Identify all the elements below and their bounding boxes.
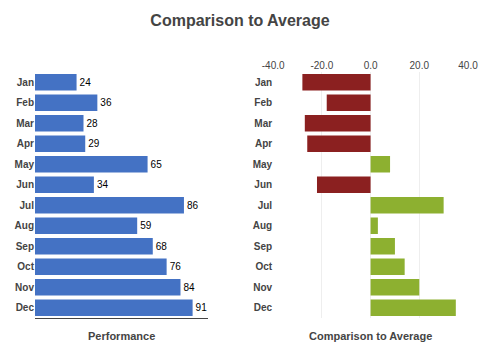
svg-text:Feb: Feb	[16, 97, 34, 108]
svg-text:76: 76	[170, 261, 182, 272]
svg-text:Jun: Jun	[16, 179, 34, 190]
svg-text:28: 28	[87, 118, 99, 129]
svg-text:Dec: Dec	[16, 302, 35, 313]
svg-text:Comparison to Average: Comparison to Average	[309, 330, 432, 342]
svg-text:Nov: Nov	[15, 282, 34, 293]
svg-text:Mar: Mar	[254, 118, 272, 129]
svg-text:Feb: Feb	[254, 97, 272, 108]
svg-text:68: 68	[156, 241, 168, 252]
svg-text:May: May	[15, 159, 35, 170]
svg-text:Jul: Jul	[20, 200, 35, 211]
svg-text:59: 59	[140, 220, 152, 231]
svg-text:Oct: Oct	[255, 261, 272, 272]
svg-text:Performance: Performance	[88, 330, 155, 342]
svg-text:Aug: Aug	[253, 220, 272, 231]
svg-text:91: 91	[196, 302, 208, 313]
svg-text:Oct: Oct	[17, 261, 34, 272]
svg-text:-40.0: -40.0	[262, 60, 285, 71]
svg-text:Apr: Apr	[255, 138, 272, 149]
svg-text:Jan: Jan	[255, 77, 272, 88]
svg-text:-20.0: -20.0	[310, 60, 333, 71]
svg-text:29: 29	[88, 138, 100, 149]
svg-text:34: 34	[97, 179, 109, 190]
svg-text:May: May	[253, 159, 273, 170]
svg-text:Nov: Nov	[253, 282, 272, 293]
svg-text:0.0: 0.0	[364, 60, 378, 71]
svg-text:65: 65	[151, 159, 163, 170]
svg-text:Jan: Jan	[17, 77, 34, 88]
svg-text:40.0: 40.0	[458, 60, 478, 71]
svg-text:84: 84	[183, 282, 195, 293]
svg-text:20.0: 20.0	[410, 60, 430, 71]
svg-text:Dec: Dec	[254, 302, 273, 313]
svg-text:Apr: Apr	[17, 138, 34, 149]
svg-text:24: 24	[80, 77, 92, 88]
svg-text:Sep: Sep	[16, 241, 34, 252]
svg-text:Sep: Sep	[254, 241, 272, 252]
svg-text:86: 86	[187, 200, 199, 211]
svg-text:Jul: Jul	[258, 200, 273, 211]
svg-text:Jun: Jun	[254, 179, 272, 190]
svg-text:36: 36	[100, 97, 112, 108]
svg-text:Mar: Mar	[16, 118, 34, 129]
svg-text:Aug: Aug	[15, 220, 34, 231]
svg-text:Comparison to Average: Comparison to Average	[150, 12, 329, 29]
